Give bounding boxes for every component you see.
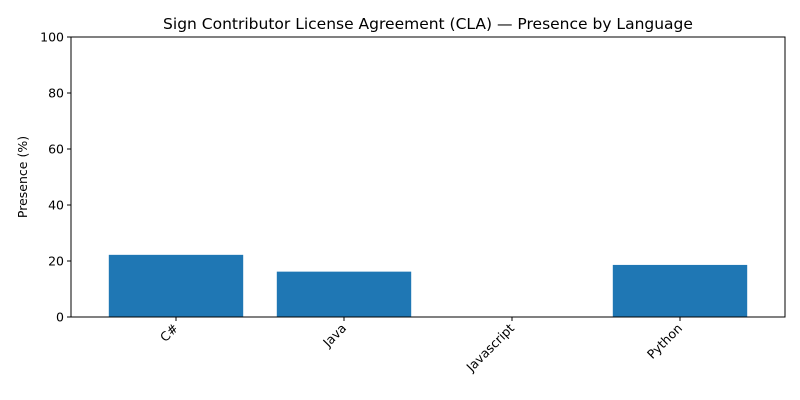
y-tick-label: 60 (48, 142, 64, 157)
x-axis-ticks: C# Java Javascript Python (157, 317, 685, 375)
x-tick-label: Python (644, 321, 685, 362)
y-axis-ticks: 0 20 40 60 80 100 (40, 30, 71, 325)
x-tick-label: Java (319, 321, 349, 351)
bar-python (612, 264, 748, 317)
y-tick-label: 20 (48, 254, 64, 269)
plot-frame (70, 36, 786, 318)
y-tick-label: 100 (40, 30, 64, 45)
bar-c- (108, 254, 244, 317)
bars-group (108, 254, 748, 317)
bar-java (276, 271, 412, 317)
x-tick-label: C# (157, 321, 181, 345)
chart-title: Sign Contributor License Agreement (CLA)… (163, 15, 693, 33)
y-tick-label: 0 (56, 310, 64, 325)
y-axis-label: Presence (%) (15, 136, 30, 218)
y-tick-label: 80 (48, 86, 64, 101)
y-tick-label: 40 (48, 198, 64, 213)
x-tick-label: Javascript (462, 320, 517, 375)
